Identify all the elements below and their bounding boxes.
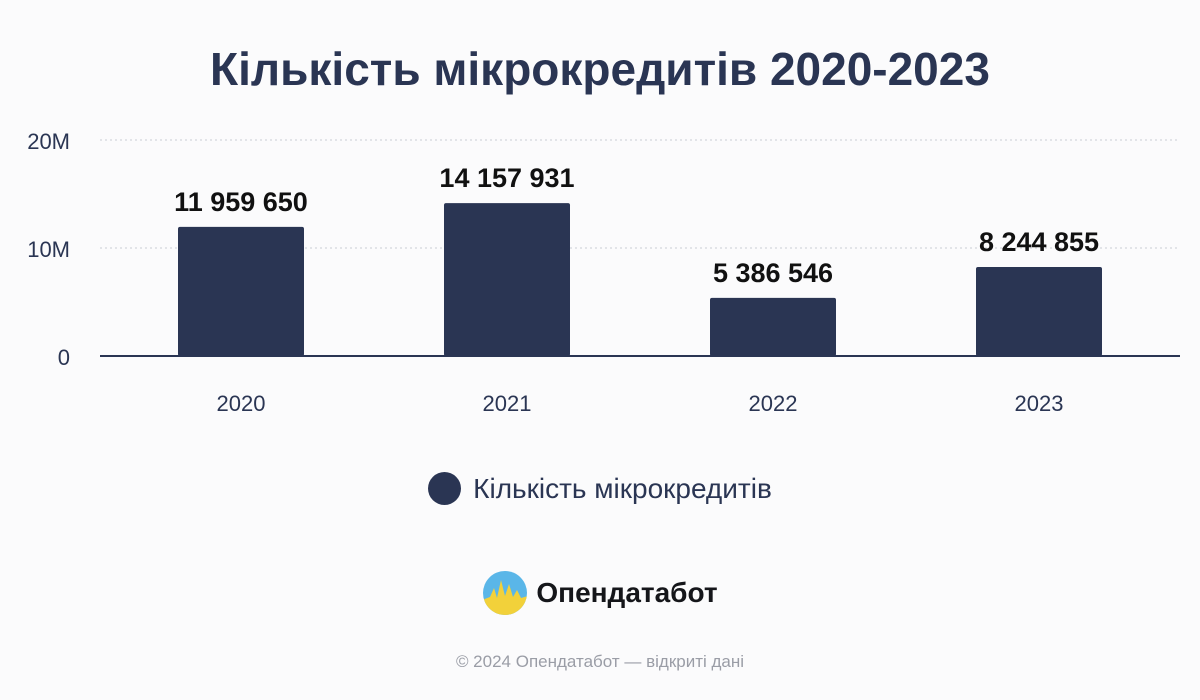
bar-chart: 0 10M 20M 11 959 650 2020 14 157 931 2021 5 386… bbox=[27, 129, 1180, 416]
y-tick-label: 20M bbox=[27, 129, 70, 154]
bar-value-label: 11 959 650 bbox=[174, 187, 308, 217]
chart-title: Кількість мікрокредитів 2020-2023 bbox=[210, 43, 990, 95]
brand-name: Опендатабот bbox=[536, 577, 718, 608]
legend-swatch bbox=[428, 472, 462, 505]
footer-copyright: © 2024 Опендатабот — відкриті дані bbox=[455, 652, 745, 671]
legend: Кількість мікрокредитів bbox=[0, 472, 1200, 505]
bar-value-label: 8 244 855 bbox=[979, 227, 1099, 257]
legend-label: Кількість мікрокредитів bbox=[473, 472, 772, 504]
opendatabot-logo-icon bbox=[483, 571, 528, 615]
y-tick-label: 10M bbox=[27, 237, 70, 262]
bar-value-label: 5 386 546 bbox=[713, 258, 833, 288]
bar-value-label: 14 157 931 bbox=[439, 163, 574, 193]
x-tick-label: 2020 bbox=[217, 391, 266, 416]
x-tick-label: 2023 bbox=[1015, 391, 1064, 416]
x-tick-label: 2022 bbox=[749, 391, 798, 416]
y-tick-label: 0 bbox=[58, 345, 70, 370]
brand: Опендатабот bbox=[0, 570, 1200, 616]
x-tick-label: 2021 bbox=[483, 391, 532, 416]
bar bbox=[976, 266, 1102, 356]
bar bbox=[710, 297, 836, 356]
bar bbox=[178, 226, 304, 356]
bar bbox=[444, 203, 570, 356]
